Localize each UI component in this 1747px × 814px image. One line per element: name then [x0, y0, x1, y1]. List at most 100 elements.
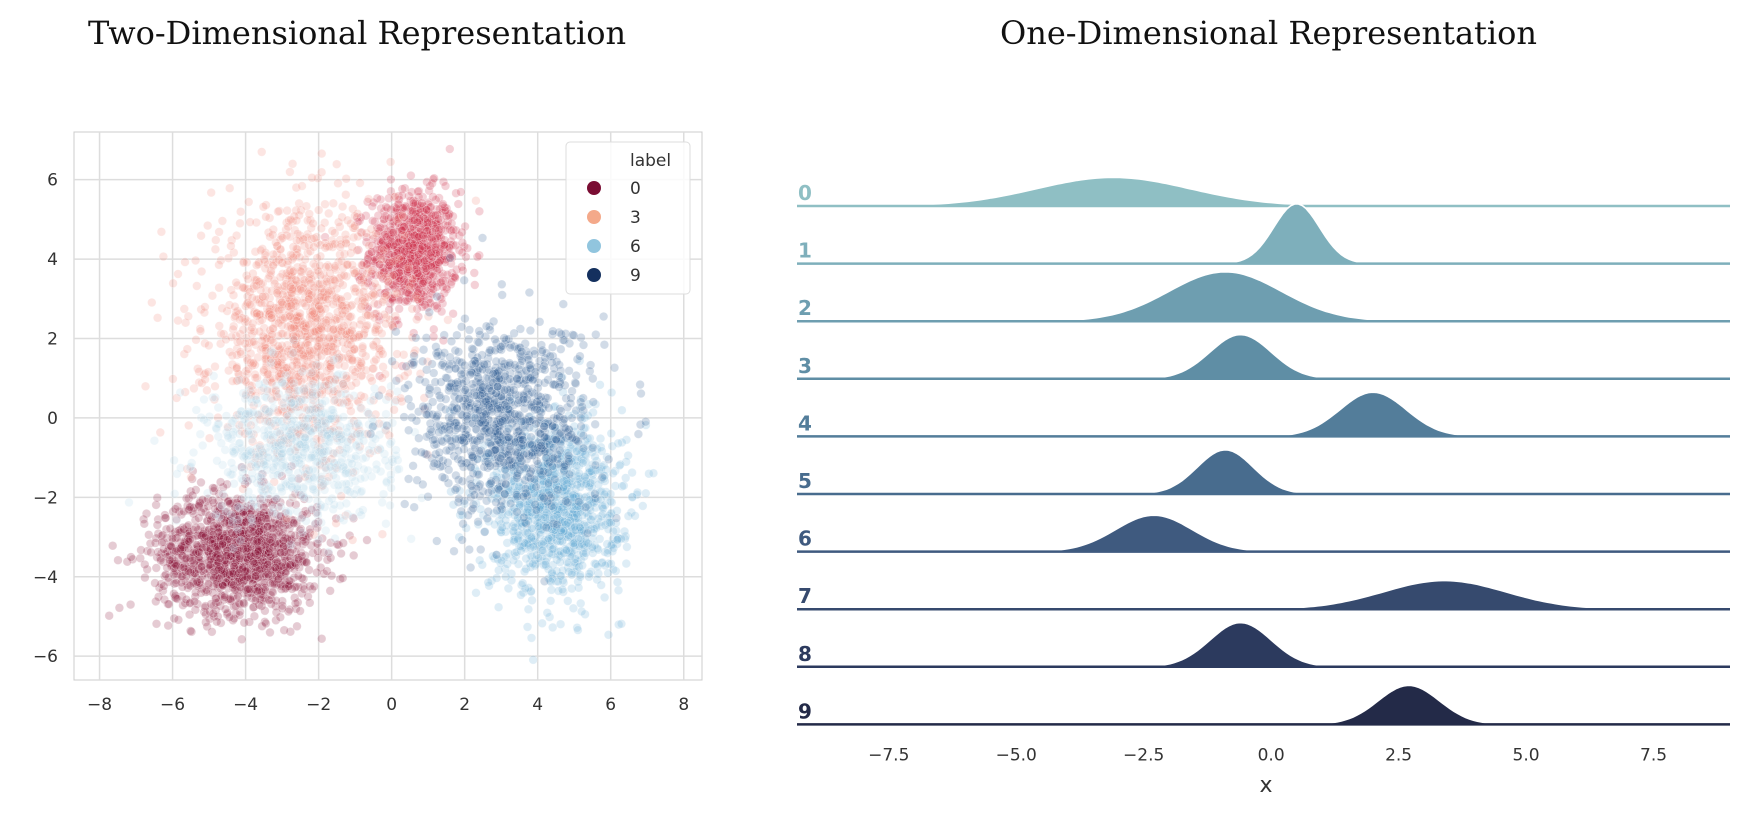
scatter-point: [170, 504, 180, 514]
scatter-point: [422, 205, 432, 215]
scatter-point: [164, 599, 174, 609]
scatter-point: [423, 243, 433, 253]
scatter-point: [352, 429, 362, 439]
scatter-point: [446, 236, 456, 246]
scatter-point: [368, 234, 378, 244]
scatter-point: [415, 263, 425, 273]
scatter-point: [375, 270, 385, 280]
scatter-point: [408, 278, 418, 288]
scatter-point: [386, 174, 396, 185]
scatter-point: [382, 290, 392, 300]
scatter-point: [432, 259, 443, 269]
scatter-point: [394, 255, 404, 265]
scatter-point: [458, 265, 468, 275]
scatter-point: [224, 366, 234, 376]
scatter-point: [405, 250, 416, 260]
scatter-point: [196, 231, 206, 241]
scatter-point: [214, 321, 224, 331]
scatter-point: [305, 598, 315, 608]
scatter-point: [126, 552, 136, 562]
scatter-point: [450, 273, 460, 283]
scatter-point: [151, 596, 161, 607]
scatter-point: [165, 555, 175, 565]
scatter-point: [300, 395, 310, 405]
scatter-point: [439, 235, 450, 245]
scatter-point: [320, 243, 330, 253]
scatter-point: [355, 178, 365, 188]
scatter-point: [216, 477, 226, 487]
scatter-point: [229, 580, 239, 590]
scatter-point: [428, 266, 438, 276]
scatter-point: [307, 388, 318, 398]
scatter-point: [169, 455, 179, 465]
scatter-point: [354, 216, 365, 226]
scatter-point: [424, 210, 434, 220]
scatter-point: [286, 398, 297, 408]
scatter-point: [577, 606, 587, 617]
scatter-point: [414, 275, 424, 285]
scatter-point: [263, 489, 273, 500]
scatter-point: [297, 527, 307, 538]
scatter-point: [436, 277, 446, 287]
scatter-point: [391, 268, 402, 278]
scatter-point: [288, 266, 299, 276]
scatter-point: [202, 417, 212, 428]
scatter-point: [423, 256, 433, 266]
scatter-point: [423, 260, 433, 270]
scatter-point: [435, 232, 445, 242]
scatter-point: [275, 272, 286, 282]
scatter-point: [403, 217, 413, 227]
scatter-point: [211, 593, 221, 604]
scatter-point: [376, 254, 386, 264]
scatter-point: [523, 604, 534, 614]
scatter-point: [378, 349, 388, 359]
scatter-point: [317, 167, 327, 177]
scatter-point: [226, 241, 236, 251]
scatter-point: [214, 227, 224, 237]
scatter-point: [358, 341, 368, 351]
scatter-point: [208, 392, 218, 403]
scatter-point: [209, 371, 219, 381]
scatter-point: [333, 480, 343, 490]
scatter-point: [314, 535, 324, 545]
scatter-point: [375, 371, 385, 381]
scatter-point: [279, 422, 289, 433]
scatter-point: [414, 270, 424, 281]
scatter-point: [342, 485, 352, 495]
scatter-point: [260, 263, 270, 274]
scatter-point: [336, 548, 346, 559]
scatter-point: [286, 407, 296, 417]
scatter-point: [400, 282, 411, 292]
scatter-point: [407, 242, 417, 252]
scatter-point: [309, 412, 319, 422]
scatter-point: [341, 174, 351, 184]
scatter-point: [411, 267, 421, 277]
scatter-point: [382, 243, 392, 253]
scatter-point: [284, 387, 294, 397]
scatter-point: [385, 298, 395, 308]
scatter-point: [273, 206, 283, 217]
scatter-point: [402, 228, 412, 238]
scatter-point: [443, 315, 453, 325]
scatter-point: [318, 479, 329, 489]
scatter-point: [376, 271, 387, 281]
scatter-point: [382, 287, 392, 297]
scatter-point: [338, 448, 348, 458]
scatter-point: [191, 405, 201, 415]
scatter-point: [228, 324, 238, 334]
scatter-point: [417, 201, 428, 211]
scatter-point: [386, 470, 396, 480]
scatter-point: [366, 224, 376, 234]
scatter-point: [447, 226, 457, 236]
scatter-point: [251, 571, 261, 581]
scatter-point: [227, 350, 237, 361]
scatter-point: [407, 285, 417, 295]
scatter-point: [338, 398, 349, 408]
scatter-point: [294, 408, 304, 418]
scatter-point: [431, 239, 442, 249]
scatter-point: [338, 201, 348, 212]
scatter-point: [378, 245, 389, 255]
scatter-point: [373, 236, 383, 246]
scatter-point: [286, 530, 296, 540]
scatter-point: [322, 277, 332, 287]
